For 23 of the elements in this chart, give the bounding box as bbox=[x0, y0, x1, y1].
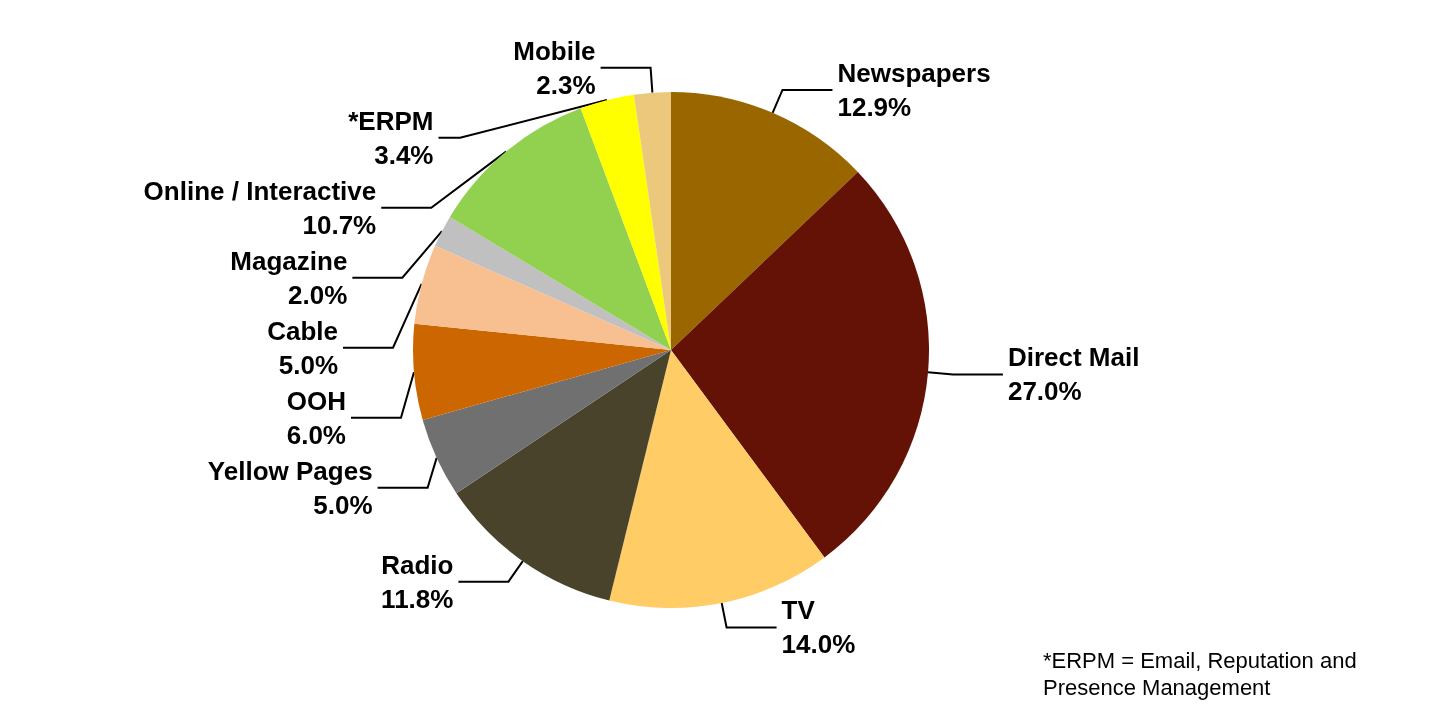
data-label: 12.9% bbox=[837, 91, 912, 122]
text: *ERPM = Email, Reputation and Presence Management bbox=[1043, 648, 1363, 700]
data-label: 2.0% bbox=[288, 279, 348, 310]
slice-label: TV bbox=[781, 595, 816, 626]
slice-label: Mobile bbox=[513, 35, 596, 66]
slice-label: Newspapers bbox=[837, 57, 991, 88]
data-label: 3.4% bbox=[374, 139, 434, 170]
data-label: 14.0% bbox=[781, 629, 856, 660]
slice-label: Online / Interactive bbox=[143, 175, 377, 206]
data-label: 11.8% bbox=[381, 583, 454, 614]
data-label: 5.0% bbox=[278, 349, 339, 380]
data-label: 5.0% bbox=[313, 489, 373, 520]
data-label: 6.0% bbox=[286, 419, 346, 450]
slice-label: Magazine bbox=[230, 245, 348, 276]
data-label: 10.7% bbox=[302, 209, 377, 240]
data-label: 2.3% bbox=[536, 69, 596, 100]
slice-label: Cable bbox=[267, 315, 339, 346]
slice-label: Radio bbox=[381, 549, 454, 580]
slice-label: OOH bbox=[286, 385, 346, 416]
slice-label: *ERPM bbox=[348, 105, 434, 136]
data-label: 27.0% bbox=[1007, 376, 1082, 407]
slice-label: Direct Mail bbox=[1007, 342, 1140, 373]
slice-label: Yellow Pages bbox=[207, 455, 373, 486]
